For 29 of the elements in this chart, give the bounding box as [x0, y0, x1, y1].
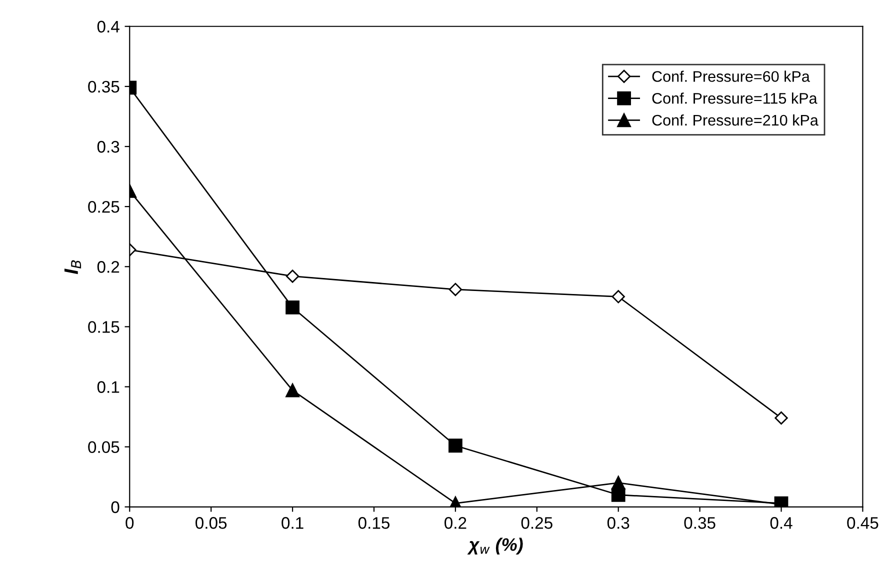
- x-tick-label: 0.15: [358, 517, 390, 529]
- x-tick-label: 0: [126, 517, 134, 529]
- x-tick-label: 0.45: [847, 517, 878, 529]
- y-tick-label: 0.1: [97, 381, 120, 393]
- point: [774, 411, 788, 425]
- y-tick-label: 0.4: [97, 20, 120, 33]
- y-tick-label: 0.05: [88, 441, 120, 454]
- x-tick-label: 0.35: [684, 517, 716, 529]
- y-tick-label: 0.2: [97, 261, 120, 273]
- x-tick-label: 0.05: [196, 517, 227, 529]
- y-tick-label: 0.25: [88, 200, 120, 213]
- point: [611, 476, 626, 490]
- point: [612, 290, 625, 304]
- legend-label: Conf. Pressure=210 kPa: [652, 114, 818, 126]
- y-tick-label: 0: [111, 501, 120, 514]
- legend-label: Conf. Pressure=60 kPa: [652, 70, 810, 82]
- legend-label: Conf. Pressure=115 kPa: [652, 92, 818, 104]
- point: [448, 438, 462, 453]
- y-tick-label: 0.35: [88, 80, 120, 93]
- y-tick-label: 0.3: [97, 140, 120, 153]
- x-tick-label: 0.1: [282, 517, 304, 529]
- x-tick-label: 0.2: [444, 517, 466, 529]
- x-tick-label: 0.4: [770, 517, 792, 529]
- x-tick-label: 0.3: [607, 517, 630, 529]
- x-tick-label: 0.25: [521, 517, 552, 529]
- y-axis-title: I$_{B}$: [64, 260, 82, 274]
- point: [448, 282, 462, 296]
- y-tick-label: 0.15: [88, 321, 120, 333]
- x-axis-title: χ$_{w}$ (%): [467, 538, 523, 555]
